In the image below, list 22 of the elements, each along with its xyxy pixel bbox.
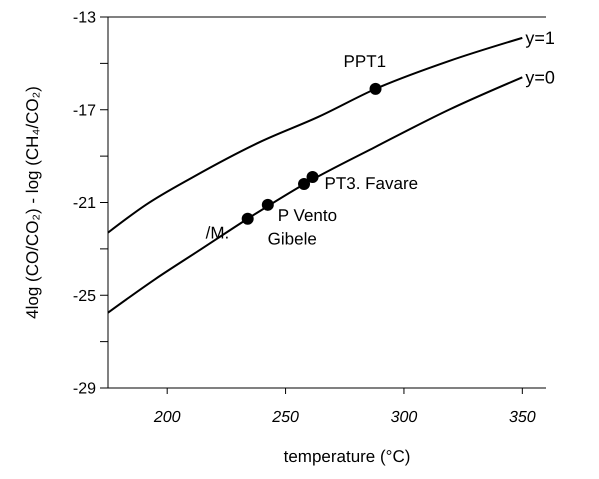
series-label: y=1 [525, 28, 555, 48]
annotation: P Vento [278, 206, 338, 225]
point [242, 212, 254, 225]
series-label: y=0 [525, 67, 555, 88]
x-tick-label: 300 [390, 409, 418, 426]
point [262, 198, 274, 211]
annotation: PPT1 [344, 52, 386, 71]
y-axis-title: 4log (CO/CO₂) - log (CH₄/CO₂) [23, 86, 42, 319]
y-tick-label: -29 [72, 380, 96, 398]
annotation: PT3. Favare [324, 174, 418, 193]
annotation: Gibele [268, 230, 317, 249]
x-tick-label: 250 [271, 409, 300, 426]
y-tick-label: -25 [72, 288, 96, 305]
y-tick-label: -21 [72, 195, 96, 212]
x-tick-label: 350 [508, 409, 536, 426]
x-axis-title: temperature (°C) [284, 447, 410, 466]
point [298, 178, 310, 190]
y-tick-label: -17 [72, 102, 96, 120]
x-tick-label: 200 [152, 409, 181, 426]
point [306, 170, 319, 183]
y-tick-label: -13 [72, 10, 96, 27]
point [370, 82, 382, 95]
